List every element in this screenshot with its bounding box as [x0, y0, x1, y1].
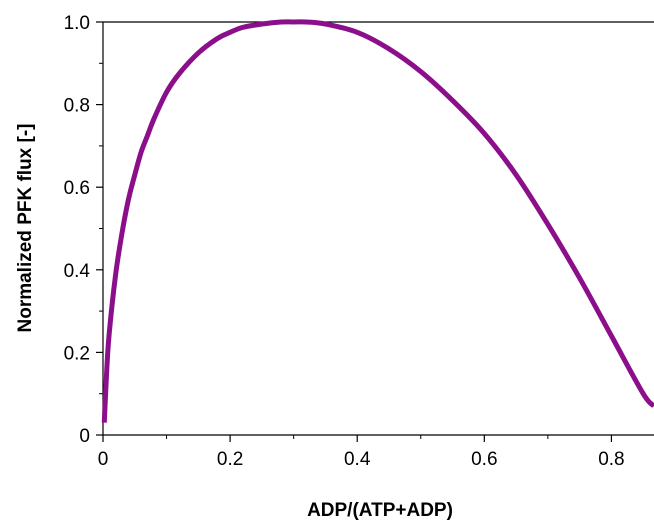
x-tick-label: 0 [98, 449, 109, 470]
y-tick-label: 0.4 [64, 261, 91, 282]
y-tick-label: 0 [79, 426, 90, 447]
plot-frame [102, 21, 654, 436]
y-tick-label: 0.6 [64, 178, 90, 199]
x-tick-label: 0.2 [217, 449, 243, 470]
x-tick-label: 0.6 [471, 449, 497, 470]
series-layer [101, 19, 654, 423]
x-tick-label: 0.4 [344, 449, 371, 470]
y-tick-label: 0.8 [64, 96, 90, 117]
y-tick-label: 1.0 [64, 13, 90, 34]
y-tick-label: 0.2 [64, 343, 90, 364]
series-line-0 [101, 19, 654, 423]
x-axis-title: ADP/(ATP+ADP) [307, 500, 453, 521]
y-axis-ticks: 0 0.2 0.4 0.6 0.8 1.0 [64, 13, 103, 447]
x-tick-label: 0.8 [598, 449, 624, 470]
y-axis-title: Normalized PFK flux [-] [15, 123, 36, 332]
x-axis-ticks: 0 0.2 0.4 0.6 0.8 [98, 435, 625, 470]
